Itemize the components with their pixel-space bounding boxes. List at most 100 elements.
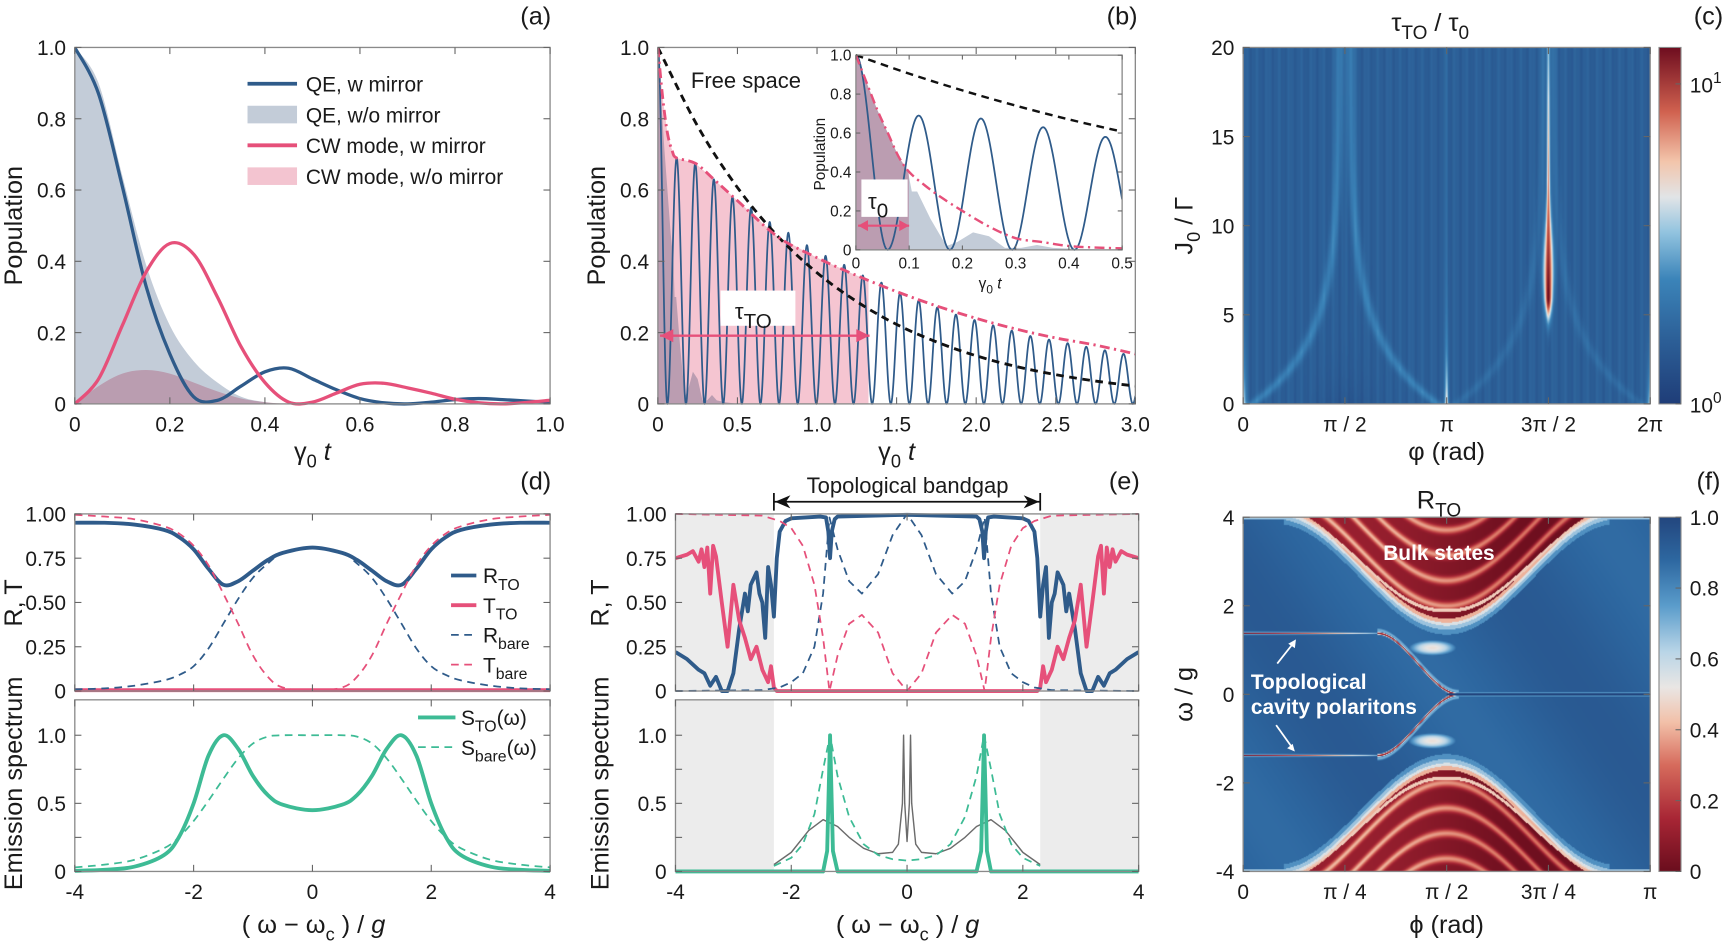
label-part: 10 xyxy=(1690,75,1713,98)
x-tick-label: 0.5 xyxy=(1111,256,1132,273)
label-part: J xyxy=(1171,242,1199,255)
axes-e-top: 0 0.25 0.50 0.75 1.00 xyxy=(626,504,1140,704)
label-part: c xyxy=(326,925,335,942)
legend-d-bottom: STO(ω)Sbare(ω) xyxy=(418,707,537,765)
y-tick-label: 1.00 xyxy=(25,504,66,527)
polariton-label: Topological xyxy=(1251,671,1367,694)
x-tick-label: 0 xyxy=(307,881,319,904)
label-part: / τ xyxy=(1427,9,1458,37)
axes-f: 0 π / 4 π / 2 3π / 4 π -4 -2 0 2 4 xyxy=(1216,507,1658,904)
colorbar-gradient xyxy=(1658,516,1682,872)
plot-area-b-inset xyxy=(855,54,1123,251)
label-part: / Γ xyxy=(1171,197,1199,232)
y-tick-label: 0.4 xyxy=(830,164,852,181)
pointer-arrow-icon xyxy=(1276,642,1295,665)
x-tick-label: 3.0 xyxy=(1121,413,1150,436)
tau-label-box xyxy=(720,290,796,326)
series-1-dashed-line xyxy=(74,734,551,869)
y-tick-label: 20 xyxy=(1211,37,1234,60)
label-part: TO xyxy=(1435,500,1461,521)
label-part: (ω) xyxy=(507,737,537,760)
tau-to-annotation: τTO xyxy=(660,290,870,343)
x-axis-label: ( ω − ωc ) / g xyxy=(836,911,980,942)
label-part: τ xyxy=(868,189,877,214)
plot-area-b xyxy=(657,46,1136,405)
x-axis-label: ϕ (rad) xyxy=(1409,911,1484,939)
bandgap-annotation: Topological bandgap xyxy=(773,473,1042,511)
y-tick-label: 0.8 xyxy=(830,87,851,104)
label-part: g xyxy=(965,911,979,939)
y-tick-label: 0.5 xyxy=(37,793,66,816)
legend-entry: CW mode, w/o mirror xyxy=(306,166,503,189)
plot-area-e-bottom xyxy=(675,699,1139,874)
label-part: T xyxy=(483,595,496,618)
y-tick-label: 0.5 xyxy=(638,793,667,816)
y-tick-label: 1.0 xyxy=(830,48,851,65)
colorbar-tick-label: 1.0 xyxy=(1690,507,1719,530)
axes-a: 0 0.2 0.4 0.6 0.8 1.0 0 0.2 0.4 0.6 0.8 1.0 xyxy=(37,37,565,436)
y-tick-label: 15 xyxy=(1211,126,1234,149)
label-part: (ω) xyxy=(497,707,527,730)
label-part: R xyxy=(483,565,498,588)
bulk-states-label: Bulk states xyxy=(1383,542,1494,565)
legend-entry: Rbare xyxy=(483,625,530,654)
x-tick-label: 0.3 xyxy=(1005,256,1026,273)
x-tick-label: 2.5 xyxy=(1041,413,1070,436)
legend-entry: QE, w mirror xyxy=(306,73,423,96)
label-part: R xyxy=(1417,486,1435,514)
x-tick-label: 0 xyxy=(852,256,861,273)
panel-label: (c) xyxy=(1694,2,1724,30)
x-tick-label: 3π / 4 xyxy=(1521,881,1576,904)
y-axis-label: R, T xyxy=(586,579,614,626)
legend-entry: Sbare(ω) xyxy=(461,737,537,766)
x-tick-label: -2 xyxy=(184,881,203,904)
label-part: S xyxy=(461,707,475,730)
label-part: γ xyxy=(294,438,307,466)
label-part: bare xyxy=(498,636,530,653)
colorbar-f: 0 0.2 0.4 0.6 0.8 1.0 xyxy=(1658,507,1719,884)
y-tick-label: 1.0 xyxy=(37,725,66,748)
label-part: TO xyxy=(475,719,497,736)
x-tick-label: 4 xyxy=(544,881,556,904)
x-tick-label: π / 4 xyxy=(1323,881,1366,904)
bandgap-arrow xyxy=(773,493,1042,511)
y-tick-label: 10 xyxy=(1211,215,1234,238)
x-tick-label: 1.0 xyxy=(536,413,565,436)
x-tick-label: 0.4 xyxy=(1058,256,1080,273)
label-part: ( ω − ω xyxy=(242,911,326,939)
x-tick-label: 0.1 xyxy=(898,256,919,273)
x-tick-label: 0.2 xyxy=(155,413,184,436)
axes-e-bottom: -4 -2 0 2 4 0 0.5 1.0 xyxy=(638,699,1144,904)
y-tick-label: 0 xyxy=(637,394,649,417)
series-2-dashed-line xyxy=(74,546,551,691)
x-tick-label: 0.4 xyxy=(250,413,279,436)
label-part: TO xyxy=(744,310,772,333)
axes-d-top: 0 0.25 0.50 0.75 1.00 xyxy=(25,504,551,704)
y-tick-label: 5 xyxy=(1223,304,1235,327)
colorbar-tick-label: 101 xyxy=(1690,70,1722,98)
plot-frame xyxy=(74,513,551,692)
label-part: ) / xyxy=(929,911,966,939)
y-tick-label: 1.0 xyxy=(620,37,649,60)
label-part: t xyxy=(317,438,332,466)
x-axis-label: γ0 t xyxy=(979,275,1003,296)
y-tick-label: 0.50 xyxy=(626,592,667,615)
heatmap-c-image xyxy=(1243,47,1651,404)
arrow-head-icon xyxy=(1287,743,1295,752)
x-tick-label: 2.0 xyxy=(962,413,991,436)
axes-b: 0 0.5 1.0 1.5 2.0 2.5 3.0 0 0.2 0.4 0.6 0.8 1.0 xyxy=(620,37,1150,436)
series-0-thin-line xyxy=(773,734,1041,866)
panel-label: (d) xyxy=(520,468,551,496)
plot-area-d-top xyxy=(74,513,551,693)
x-tick-label: 0 xyxy=(901,881,913,904)
y-tick-label: -2 xyxy=(1216,773,1235,796)
y-tick-label: 0 xyxy=(1223,394,1235,417)
y-tick-label: 0 xyxy=(843,242,852,259)
axes-b-inset: 0 0.1 0.2 0.3 0.4 0.5 0 0.2 0.4 0.6 0.8 1.0 xyxy=(830,48,1133,273)
polariton-label: cavity polaritons xyxy=(1251,696,1417,719)
series-qe-w-mirrorline xyxy=(74,46,551,406)
y-tick-label: 0.2 xyxy=(37,322,66,345)
tau-to-label: τTO xyxy=(735,299,772,333)
colorbar-tick-label: 100 xyxy=(1690,390,1722,418)
axes-c: 0 π / 2 π 3π / 2 2π 0 5 10 15 20 xyxy=(1211,37,1663,436)
